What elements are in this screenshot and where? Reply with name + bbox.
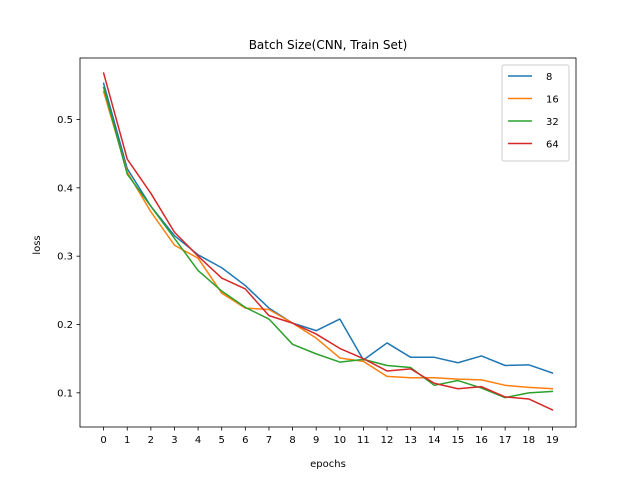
x-tick-label: 13 [404, 435, 417, 446]
legend-label-32: 32 [546, 117, 559, 128]
x-tick-label: 19 [546, 435, 559, 446]
x-tick-label: 6 [242, 435, 248, 446]
chart-title: Batch Size(CNN, Train Set) [249, 38, 408, 52]
x-tick-label: 3 [171, 435, 177, 446]
x-tick-label: 0 [100, 435, 106, 446]
x-tick-label: 18 [522, 435, 535, 446]
y-tick-label: 0.2 [57, 320, 73, 331]
y-tick-label: 0.4 [57, 183, 73, 194]
x-tick-label: 12 [381, 435, 394, 446]
x-tick-label: 11 [357, 435, 370, 446]
y-axis-label: loss [32, 235, 43, 254]
plot-area: 0 1 2 3 4 5 6 7 8 9 10 11 12 13 14 15 16 17 18 190.10.20.30… [57, 57, 577, 446]
axes-frame [79, 57, 577, 428]
series-line-64 [102, 72, 554, 411]
legend-label-16: 16 [546, 95, 559, 106]
x-tick-label: 7 [266, 435, 272, 446]
x-tick-label: 17 [499, 435, 512, 446]
x-tick-label: 1 [124, 435, 130, 446]
y-tick-label: 0.5 [57, 115, 73, 126]
legend-label-8: 8 [546, 72, 552, 83]
series-line-8 [102, 82, 554, 374]
x-tick-label: 9 [313, 435, 319, 446]
x-axis-label: epochs [310, 459, 346, 470]
legend-label-64: 64 [546, 140, 559, 151]
x-tick-label: 10 [333, 435, 346, 446]
legend-box [501, 64, 570, 162]
x-tick-label: 14 [428, 435, 441, 446]
x-tick-label: 15 [452, 435, 465, 446]
x-tick-label: 16 [475, 435, 488, 446]
x-tick-label: 8 [289, 435, 295, 446]
y-tick-label: 0.1 [57, 388, 73, 399]
x-tick-label: 4 [195, 435, 201, 446]
y-tick-label: 0.3 [57, 252, 73, 263]
x-tick-label: 2 [148, 435, 154, 446]
x-tick-label: 5 [219, 435, 225, 446]
series-line-16 [102, 90, 554, 390]
